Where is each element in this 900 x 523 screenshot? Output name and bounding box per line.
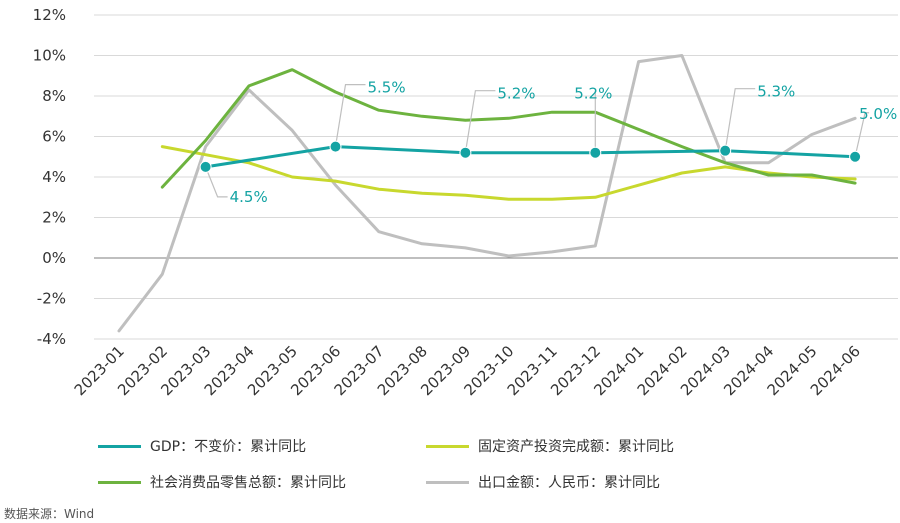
gdp-label-leader xyxy=(854,112,870,157)
series-line-export xyxy=(117,54,857,333)
y-tick-label: 8% xyxy=(42,87,66,105)
gdp-data-label: 5.3% xyxy=(757,83,795,101)
y-tick-label: 2% xyxy=(42,209,66,227)
y-tick-label: 12% xyxy=(33,6,66,24)
gdp-point-marker xyxy=(459,146,472,159)
gdp-point-marker xyxy=(719,144,732,157)
y-tick-label: -2% xyxy=(37,290,66,308)
gdp-data-label: 5.5% xyxy=(368,79,406,97)
gdp-label-leader xyxy=(724,88,756,151)
gdp-data-label: 5.2% xyxy=(574,85,612,103)
series-line-gdp xyxy=(204,145,857,169)
gdp-point-marker xyxy=(849,150,862,163)
series-line-retail xyxy=(160,68,857,189)
gdp-label-leader xyxy=(334,84,366,147)
gdp-point-marker xyxy=(589,146,602,159)
y-tick-label: 10% xyxy=(33,47,66,65)
gdp-label-leader xyxy=(464,90,496,153)
gdp-point-marker xyxy=(329,140,342,153)
gdp-data-label: 5.0% xyxy=(859,105,897,123)
gdp-data-label: 4.5% xyxy=(230,188,268,206)
gdp-label-leader xyxy=(205,166,228,198)
data-source-note: 数据来源：Wind xyxy=(4,507,95,521)
gdp-point-marker xyxy=(199,160,212,173)
y-tick-label: 0% xyxy=(42,249,66,267)
gdp-data-label: 5.2% xyxy=(497,85,535,103)
y-tick-label: 4% xyxy=(42,168,66,186)
y-tick-label: 6% xyxy=(42,128,66,146)
y-tick-label: -4% xyxy=(37,330,66,348)
